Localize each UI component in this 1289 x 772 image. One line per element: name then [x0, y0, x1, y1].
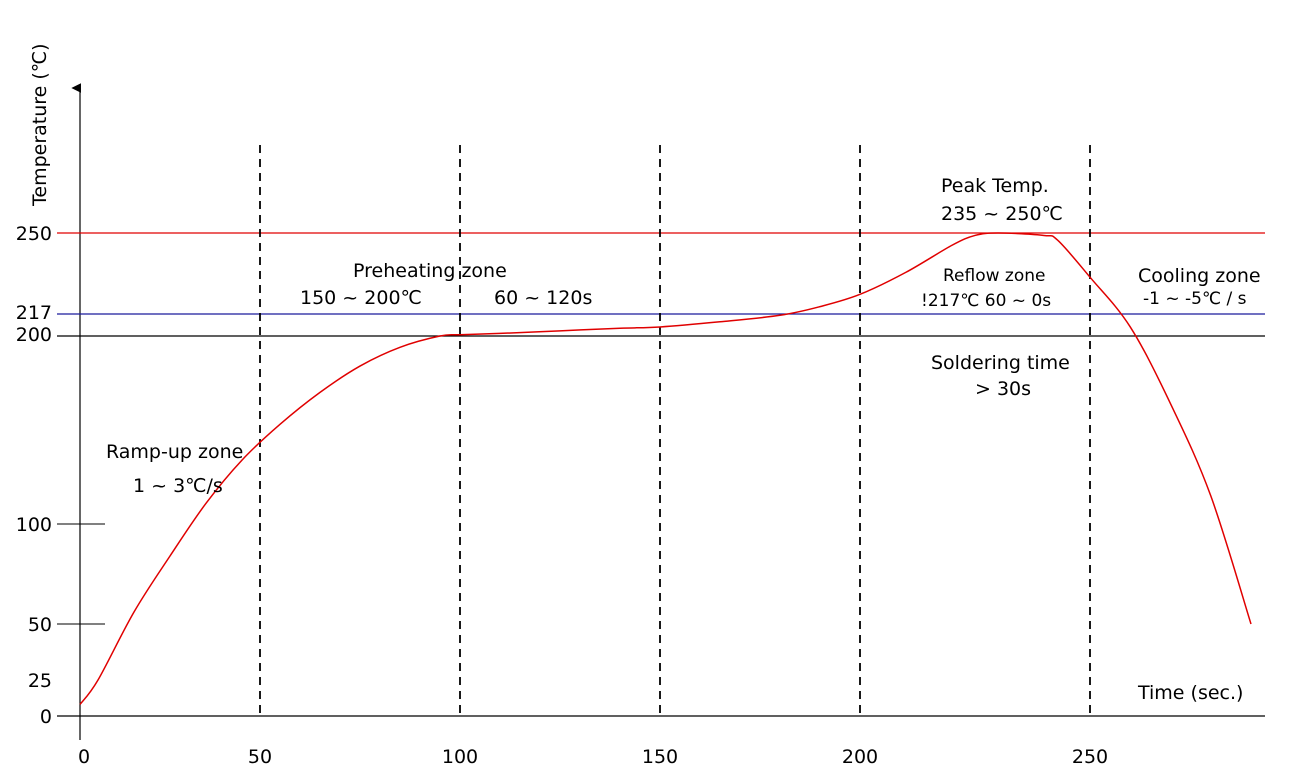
ramp-up-zone-label: Ramp-up zone — [106, 441, 243, 463]
preheating-zone-label: Preheating zone — [353, 260, 507, 282]
y-axis-label: Temperature (℃) — [29, 43, 51, 207]
preheating-temp-label: 150 ~ 200℃ — [300, 287, 422, 309]
y-tick-label-250: 250 — [16, 223, 52, 245]
ramp-up-rate-label: 1 ~ 3℃/s — [133, 475, 223, 497]
y-tick-label-25: 25 — [28, 670, 52, 692]
x-tick-label-200: 200 — [842, 746, 878, 768]
soldering-time-label: Soldering time — [931, 352, 1070, 374]
y-tick-label-50: 50 — [28, 614, 52, 636]
y-tick-label-100: 100 — [16, 514, 52, 536]
reference-lines — [57, 232, 1265, 337]
y-tick-label-200: 200 — [16, 324, 52, 346]
x-axis-label: Time (sec.) — [1137, 682, 1243, 704]
soldering-value-label: > 30s — [975, 378, 1031, 400]
x-tick-label-100: 100 — [442, 746, 478, 768]
zone-boundaries — [259, 145, 1091, 718]
x-tick-label-50: 50 — [248, 746, 272, 768]
x-axis-ticks: 0 50 100 150 200 250 — [78, 746, 1108, 768]
x-tick-label-250: 250 — [1072, 746, 1108, 768]
preheating-time-label: 60 ~ 120s — [494, 287, 592, 309]
cooling-rate-label: -1 ~ -5℃ / s — [1143, 289, 1247, 309]
reflow-detail-label: !217℃ 60 ~ 0s — [921, 291, 1051, 311]
x-tick-label-0: 0 — [78, 746, 90, 768]
temperature-curve-0 — [79, 232, 1252, 705]
peak-temp-label: Peak Temp. — [941, 175, 1049, 197]
y-tick-label-0: 0 — [40, 706, 52, 728]
cooling-zone-label: Cooling zone — [1138, 265, 1261, 287]
series-layer — [79, 232, 1252, 705]
x-tick-label-150: 150 — [642, 746, 678, 768]
y-tick-label-217: 217 — [16, 302, 52, 324]
peak-range-label: 235 ~ 250℃ — [941, 203, 1063, 225]
reflow-zone-label: Reflow zone — [943, 266, 1045, 286]
